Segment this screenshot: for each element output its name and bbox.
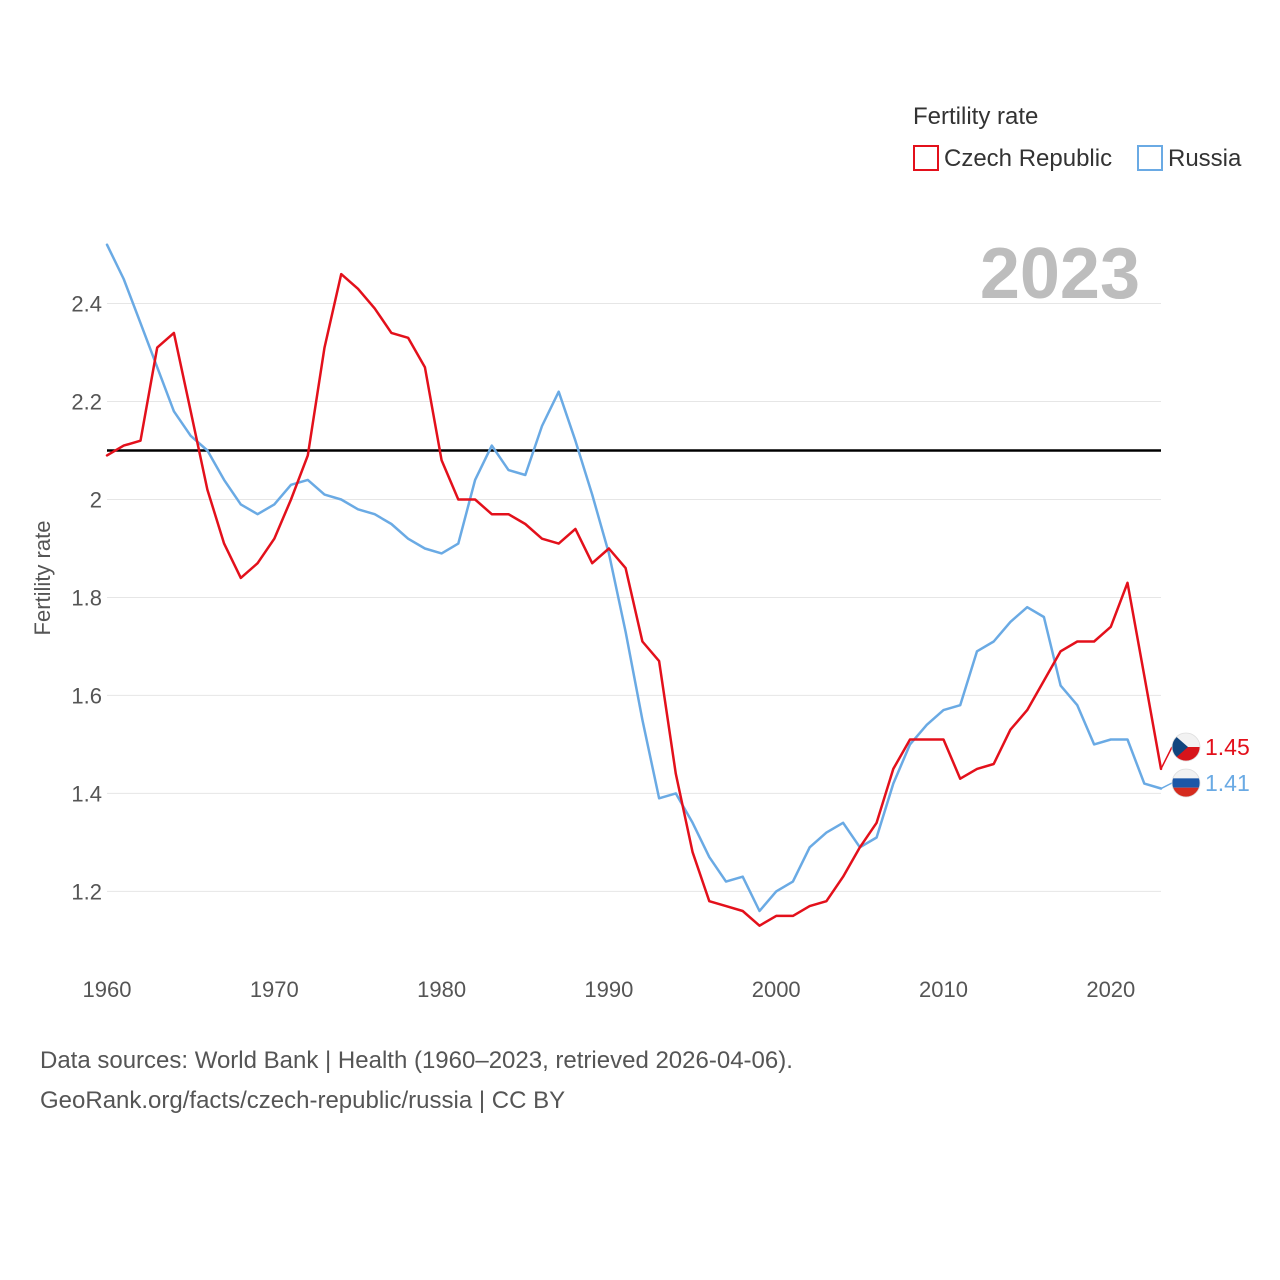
legend-swatch-russia: [1137, 145, 1163, 171]
grid-layer: [107, 302, 1161, 892]
x-tick-label: 1970: [250, 977, 299, 1002]
czech-republic-flag-icon: [1172, 733, 1200, 761]
y-tick-label: 2.4: [71, 291, 102, 316]
x-tick-label: 1960: [83, 977, 132, 1002]
y-tick-label: 2: [90, 487, 102, 512]
x-tick-label: 1980: [417, 977, 466, 1002]
end-connector: [1160, 746, 1173, 770]
legend-label-russia: Russia: [1168, 145, 1242, 172]
source-line-2: GeoRank.org/facts/czech-republic/russia …: [40, 1087, 565, 1114]
end-labels: 1.45 1.41: [1160, 732, 1250, 798]
end-value-label: 1.41: [1205, 770, 1250, 796]
legend-swatch-czech-republic: [913, 145, 939, 171]
end-connector: [1160, 782, 1173, 790]
y-tick-label: 2.2: [71, 389, 102, 414]
legend-title: Fertility rate: [913, 103, 1038, 130]
series-line-russia: [105, 243, 1163, 913]
y-tick-label: 1.8: [71, 585, 102, 610]
y-tick-label: 1.4: [71, 781, 102, 806]
end-value-label: 1.45: [1205, 734, 1250, 760]
y-tick-label: 1.2: [71, 879, 102, 904]
year-label: 2023: [980, 234, 1140, 314]
x-tick-label: 2020: [1086, 977, 1135, 1002]
y-tick-label: 1.6: [71, 683, 102, 708]
source-line-1: Data sources: World Bank | Health (1960–…: [40, 1047, 793, 1074]
x-axis: 1960 1970 1980 1990 2000 2010 2020: [83, 977, 1136, 1002]
y-axis: 1.2 1.4 1.6 1.8 2 2.2 2.4: [71, 291, 102, 904]
series-layer: [105, 243, 1163, 927]
series-line-czech-republic: [105, 272, 1163, 927]
russia-flag-icon: [1172, 769, 1200, 797]
legend-label-czech-republic: Czech Republic: [944, 145, 1112, 172]
y-axis-label: Fertility rate: [30, 521, 55, 636]
x-tick-label: 2000: [752, 977, 801, 1002]
x-tick-label: 1990: [584, 977, 633, 1002]
x-tick-label: 2010: [919, 977, 968, 1002]
